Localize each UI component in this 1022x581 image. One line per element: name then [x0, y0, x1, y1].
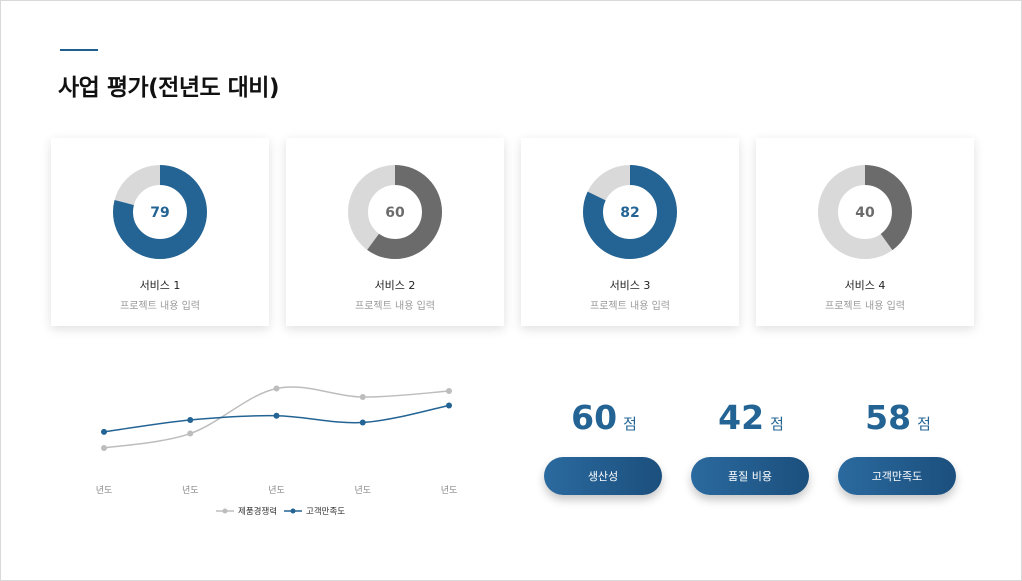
series-1-point-2	[187, 430, 194, 437]
series-1-point-4	[359, 394, 366, 400]
score-unit: 점	[770, 415, 784, 433]
service-card-2: 60 서비스 2 프로젝트 내용 입력	[286, 138, 504, 326]
title-accent-bar	[60, 49, 98, 51]
donut-chart-1: 79	[113, 165, 207, 259]
service-name: 서비스 2	[374, 279, 416, 292]
page-title: 사업 평가(전년도 대비)	[58, 75, 279, 101]
series-2-point-3	[273, 412, 280, 419]
service-card-4: 40 서비스 4 프로젝트 내용 입력	[756, 138, 974, 326]
legend-label-1: 제품경쟁력	[238, 506, 277, 517]
score-quality-cost: 42 점	[691, 398, 811, 437]
donut-value: 82	[620, 205, 639, 221]
donut-arc	[113, 165, 207, 259]
series-1-point-1	[101, 445, 107, 451]
score-value: 60	[571, 398, 618, 437]
donut-chart-4: 40	[818, 165, 912, 259]
donut-chart-3: 82	[583, 165, 677, 259]
x-tick-label: 년도	[96, 485, 113, 496]
score-productivity: 60 점	[544, 398, 664, 437]
donut-chart-2: 60	[348, 165, 442, 259]
score-value: 42	[718, 398, 765, 437]
donut-value: 60	[385, 205, 405, 221]
donut-value: 40	[855, 205, 875, 221]
series-2-point-2	[187, 416, 194, 423]
score-value: 58	[865, 398, 912, 437]
legend-marker-2	[290, 508, 296, 514]
legend-marker-1	[222, 508, 228, 514]
productivity-button[interactable]: 생산성	[544, 457, 662, 495]
service-name: 서비스 3	[609, 279, 651, 292]
service-description: 프로젝트 내용 입력	[825, 301, 905, 312]
quality-cost-button[interactable]: 품질 비용	[691, 457, 809, 495]
score-unit: 점	[623, 415, 637, 433]
service-description: 프로젝트 내용 입력	[355, 301, 435, 312]
service-name: 서비스 1	[139, 279, 181, 292]
customer-satisfaction-button[interactable]: 고객만족도	[838, 457, 956, 495]
x-tick-label: 년도	[182, 485, 199, 496]
service-name: 서비스 4	[844, 279, 886, 292]
series-1-point-5	[446, 388, 452, 395]
x-tick-label: 년도	[441, 485, 458, 496]
donut-value: 79	[150, 205, 169, 221]
donut-arc	[348, 165, 442, 259]
legend-label-2: 고객만족도	[306, 506, 345, 517]
service-card-3: 82 서비스 3 프로젝트 내용 입력	[521, 138, 739, 326]
score-customer-satisfaction: 58 점	[838, 398, 958, 437]
donut-arc	[583, 165, 677, 259]
service-description: 프로젝트 내용 입력	[120, 301, 200, 312]
series-2-point-1	[101, 428, 107, 435]
service-description: 프로젝트 내용 입력	[590, 301, 670, 312]
score-unit: 점	[917, 415, 931, 433]
x-tick-label: 년도	[268, 485, 285, 496]
series-2-point-5	[446, 402, 452, 409]
series-1-point-3	[273, 385, 280, 392]
service-card-1: 79 서비스 1 프로젝트 내용 입력	[51, 138, 269, 326]
series-2-point-4	[359, 419, 366, 426]
donut-arc	[818, 165, 912, 259]
x-tick-label: 년도	[354, 485, 371, 496]
